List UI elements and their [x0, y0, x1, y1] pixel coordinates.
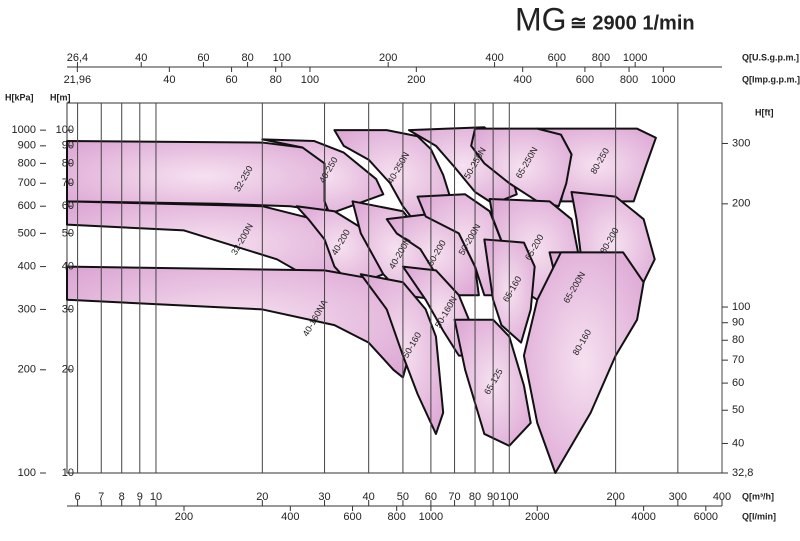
- speed: ≅ 2900 1/min: [570, 12, 695, 34]
- y2-tick-label: 100: [732, 301, 750, 313]
- y-tick-label: 30: [62, 303, 74, 315]
- x2-tick-label: 400: [485, 52, 503, 64]
- x2-tick-label: 800: [388, 511, 406, 523]
- x-tick-label: 50: [397, 491, 409, 503]
- x2-axis-title: Q[l/min]: [742, 511, 776, 521]
- x2-tick-label: 1000: [623, 52, 647, 64]
- y-tick-label: 100: [56, 124, 74, 136]
- x2-tick-label: 200: [175, 511, 193, 523]
- x2-tick-label: 400: [514, 74, 532, 86]
- y2-tick-label: 200: [18, 364, 36, 376]
- x2-tick-label: 21,96: [64, 74, 92, 86]
- y2-tick-label: 90: [732, 317, 744, 329]
- y2-tick-label: 500: [18, 227, 36, 239]
- x-tick-label: 7: [98, 491, 104, 503]
- y2-tick-label: 60: [732, 377, 744, 389]
- x-tick-label: 20: [256, 491, 268, 503]
- regions: [66, 126, 657, 474]
- y2-tick-label: 300: [18, 303, 36, 315]
- x-tick-label: 40: [363, 491, 375, 503]
- x-tick-label: 70: [448, 491, 460, 503]
- x2-tick-label: 200: [379, 52, 397, 64]
- x-axis-title: Q[m³/h]: [742, 491, 774, 501]
- x2-tick-label: 100: [273, 52, 291, 64]
- y-tick-label: 90: [62, 140, 74, 152]
- x-tick-label: 200: [606, 491, 624, 503]
- y2-tick-label: 800: [18, 157, 36, 169]
- y2-tick-label: 100: [18, 467, 36, 479]
- x2-tick-label: 40: [163, 74, 175, 86]
- pump-envelope: [359, 273, 445, 435]
- x2-tick-label: 600: [343, 511, 361, 523]
- x2-tick-label: 600: [548, 52, 566, 64]
- y-axis-title: H[m]: [50, 92, 71, 102]
- y-tick-label: 80: [62, 157, 74, 169]
- y2-tick-label: 700: [18, 177, 36, 189]
- y2-tick-label: 40: [732, 437, 744, 449]
- y2-tick-label: 200: [732, 198, 750, 210]
- x2-tick-label: 80: [270, 74, 282, 86]
- y-tick-label: 20: [62, 364, 74, 376]
- y-tick-label: 10: [62, 467, 74, 479]
- x-tick-label: 6: [75, 491, 81, 503]
- y2-tick-label: 80: [732, 334, 744, 346]
- x2-tick-label: 26,4: [67, 52, 88, 64]
- x-tick-label: 300: [669, 491, 687, 503]
- x2-tick-label: 600: [576, 74, 594, 86]
- x2-tick-label: 6000: [694, 511, 718, 523]
- chart-title: MG: [515, 1, 567, 37]
- y2-tick-label: 600: [18, 200, 36, 212]
- x2-tick-label: 800: [592, 52, 610, 64]
- x-tick-label: 80: [469, 491, 481, 503]
- x-tick-label: 90: [487, 491, 499, 503]
- x2-tick-label: 1000: [419, 511, 443, 523]
- x2-tick-label: 200: [407, 74, 425, 86]
- x2-tick-label: 60: [197, 52, 209, 64]
- x2-tick-label: 1000: [651, 74, 675, 86]
- x2-tick-label: 400: [281, 511, 299, 523]
- x-tick-label: 9: [137, 491, 143, 503]
- y2-tick-label: 300: [732, 137, 750, 149]
- y2-axis-title: H[kPa]: [5, 92, 34, 102]
- x2-axis-title: Q[U.S.g.p.m.]: [742, 52, 799, 62]
- y2-tick-label: 70: [732, 354, 744, 366]
- y-tick-label: 70: [62, 177, 74, 189]
- x2-tick-label: 100: [301, 74, 319, 86]
- y-tick-label: 60: [62, 200, 74, 212]
- x-tick-label: 8: [119, 491, 125, 503]
- pump-envelope: [66, 139, 341, 213]
- y2-tick-label: 1000: [12, 124, 36, 136]
- x2-tick-label: 4000: [631, 511, 655, 523]
- x-tick-label: 10: [150, 491, 162, 503]
- pump-envelope: [522, 251, 645, 474]
- x-tick-label: 60: [425, 491, 437, 503]
- x2-axis-title: Q[Imp.g.p.m.]: [742, 74, 800, 84]
- y2-axis-title: H[ft]: [755, 107, 774, 117]
- x2-tick-label: 2000: [525, 511, 549, 523]
- x2-tick-label: 800: [620, 74, 638, 86]
- y-tick-label: 40: [62, 260, 74, 272]
- pump-envelope: [470, 127, 573, 208]
- y2-tick-label: 400: [18, 260, 36, 272]
- x-tick-label: 100: [500, 491, 518, 503]
- x-tick-label: 30: [318, 491, 330, 503]
- x2-tick-label: 60: [225, 74, 237, 86]
- y2-tick-label: 32,8: [732, 467, 753, 479]
- x2-tick-label: 40: [135, 52, 147, 64]
- x2-tick-label: 80: [241, 52, 253, 64]
- x-tick-label: 400: [713, 491, 731, 503]
- y2-tick-label: 900: [18, 140, 36, 152]
- y-tick-label: 50: [62, 227, 74, 239]
- y2-tick-label: 50: [732, 404, 744, 416]
- pump-envelope: [66, 265, 410, 379]
